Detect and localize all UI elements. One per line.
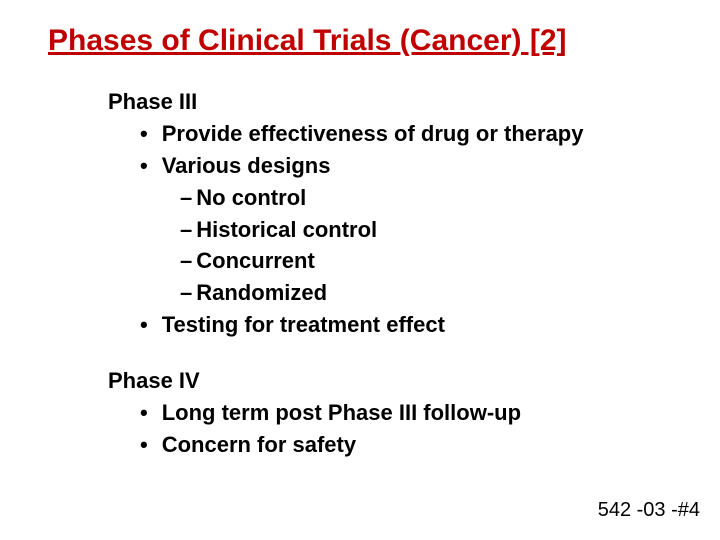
bullet-item: • Provide effectiveness of drug or therap… (140, 118, 700, 150)
bullet-text: Concern for safety (162, 432, 356, 457)
bullet-text: Long term post Phase III follow-up (162, 400, 521, 425)
dash-marker: – (180, 214, 192, 246)
dash-marker: – (180, 182, 192, 214)
slide-title: Phases of Clinical Trials (Cancer) [2] (48, 24, 700, 58)
slide-footer: 542 -03 -#4 (598, 499, 700, 522)
bullet-marker: • (140, 397, 148, 429)
bullet-item: • Concern for safety (140, 429, 700, 461)
sub-bullet-item: –No control (180, 182, 700, 214)
sub-bullet-text: Concurrent (196, 248, 315, 273)
sub-bullet-item: –Randomized (180, 277, 700, 309)
bullet-item: • Various designs (140, 150, 700, 182)
phase-heading: Phase IV (108, 365, 700, 397)
dash-marker: – (180, 277, 192, 309)
slide-body: Phase III • Provide effectiveness of drug… (108, 86, 700, 461)
bullet-marker: • (140, 118, 148, 150)
phase-heading: Phase III (108, 86, 700, 118)
bullet-text: Various designs (162, 153, 331, 178)
sub-bullet-text: Randomized (196, 280, 327, 305)
sub-bullet-text: No control (196, 185, 306, 210)
bullet-marker: • (140, 429, 148, 461)
dash-marker: – (180, 245, 192, 277)
bullet-text: Provide effectiveness of drug or therapy (162, 121, 584, 146)
bullet-item: • Long term post Phase III follow-up (140, 397, 700, 429)
bullet-text: Testing for treatment effect (162, 312, 445, 337)
bullet-marker: • (140, 150, 148, 182)
bullet-item: • Testing for treatment effect (140, 309, 700, 341)
sub-bullet-item: –Historical control (180, 214, 700, 246)
sub-bullet-text: Historical control (196, 217, 377, 242)
sub-bullet-item: –Concurrent (180, 245, 700, 277)
bullet-marker: • (140, 309, 148, 341)
